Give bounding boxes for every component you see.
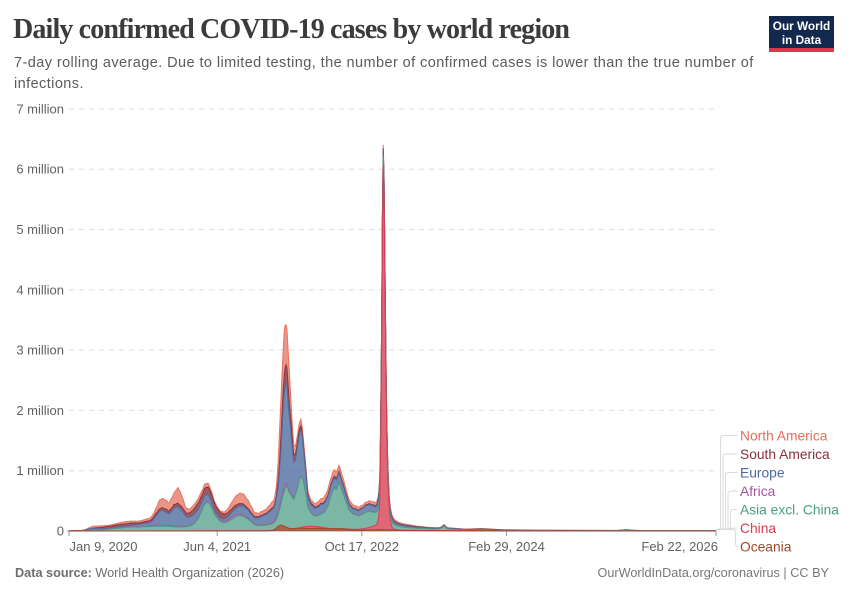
svg-text:Europe: Europe xyxy=(740,466,785,481)
svg-text:1 million: 1 million xyxy=(16,463,64,478)
svg-text:2 million: 2 million xyxy=(16,403,64,418)
svg-text:3 million: 3 million xyxy=(16,343,64,358)
svg-text:6 million: 6 million xyxy=(16,162,64,177)
svg-text:7 million: 7 million xyxy=(16,101,64,116)
svg-text:Feb 29, 2024: Feb 29, 2024 xyxy=(468,539,545,554)
svg-text:Jun 4, 2021: Jun 4, 2021 xyxy=(183,539,251,554)
svg-text:0: 0 xyxy=(57,524,64,539)
svg-text:Jan 9, 2020: Jan 9, 2020 xyxy=(70,539,138,554)
svg-text:5 million: 5 million xyxy=(16,222,64,237)
svg-text:Feb 22, 2026: Feb 22, 2026 xyxy=(641,539,718,554)
svg-text:4 million: 4 million xyxy=(16,282,64,297)
svg-text:Oct 17, 2022: Oct 17, 2022 xyxy=(325,539,399,554)
svg-text:North America: North America xyxy=(740,429,828,444)
svg-text:South America: South America xyxy=(740,447,830,462)
svg-text:Asia excl. China: Asia excl. China xyxy=(740,503,839,518)
svg-text:Oceania: Oceania xyxy=(740,540,792,555)
svg-text:Africa: Africa xyxy=(740,484,776,499)
svg-text:China: China xyxy=(740,521,776,536)
